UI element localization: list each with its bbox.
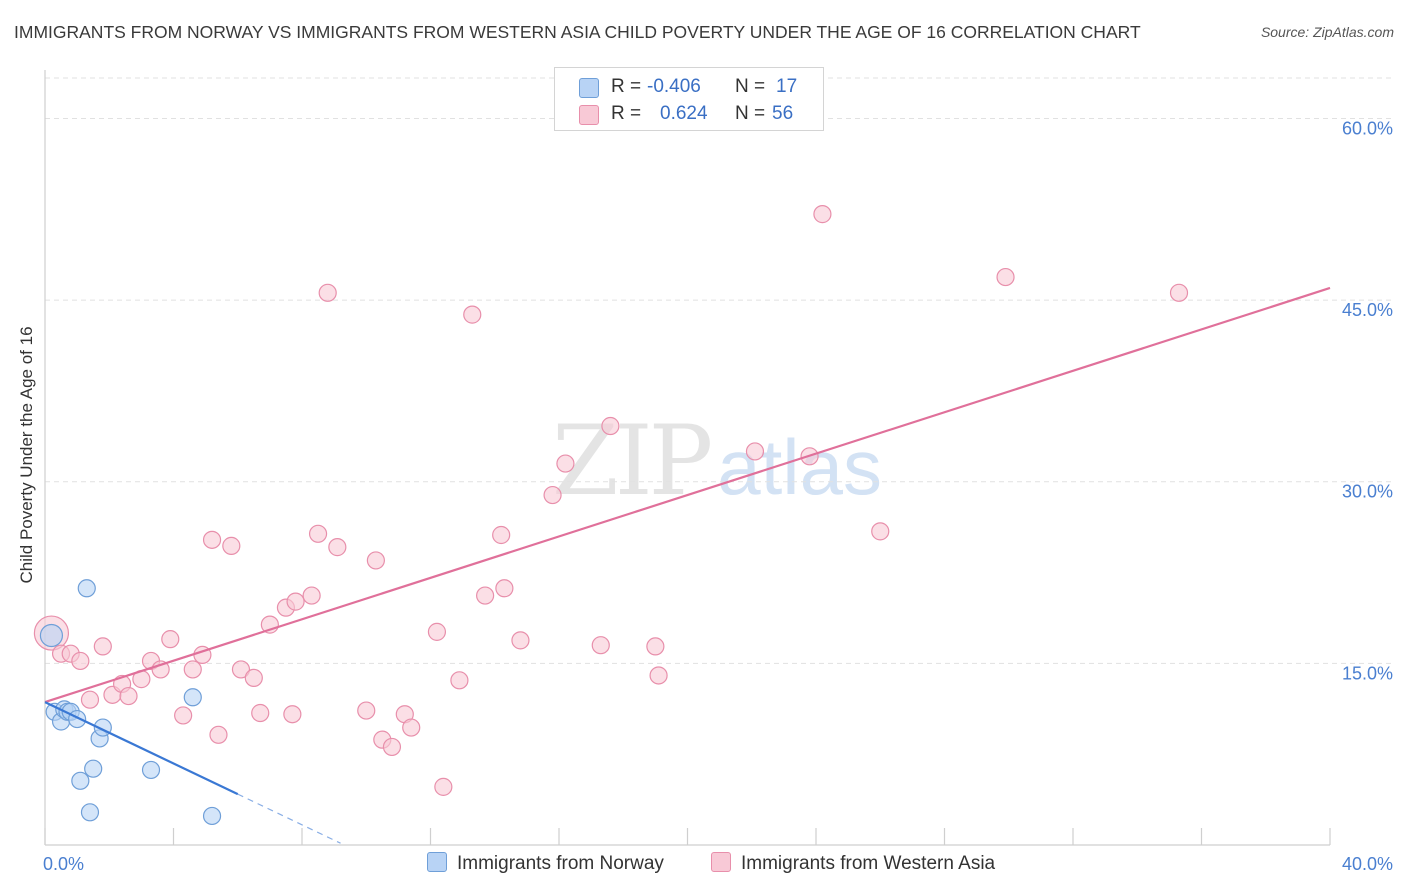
legend-n-value: 17	[776, 76, 798, 97]
watermark-atlas: atlas	[717, 423, 882, 511]
wasia-point	[476, 586, 495, 605]
wasia-point	[434, 777, 453, 796]
wasia-point	[244, 668, 263, 687]
x-tick-label: 40.0%	[1342, 854, 1393, 874]
wasia-swatch	[711, 852, 731, 872]
legend-r-label: R =	[611, 103, 642, 124]
y-tick-label: 45.0%	[1342, 300, 1393, 320]
legend-n-label: N =	[735, 103, 766, 124]
wasia-point	[871, 522, 890, 541]
norway-point	[77, 579, 96, 598]
y-axis-label: Child Poverty Under the Age of 16	[17, 326, 36, 584]
wasia-point	[222, 536, 241, 555]
watermark-zip: ZIP	[552, 405, 713, 517]
wasia-point	[511, 631, 530, 650]
bottom-legend-wasia-label: Immigrants from Western Asia	[741, 853, 996, 874]
x-tick-label: 0.0%	[43, 854, 84, 874]
wasia-swatch	[579, 105, 599, 125]
norway-point	[141, 760, 161, 780]
legend-r-label: R =	[611, 76, 642, 97]
wasia-point	[492, 525, 511, 545]
wasia-point	[427, 622, 447, 641]
y-tick-label: 15.0%	[1342, 663, 1393, 683]
wasia-point	[556, 454, 575, 473]
norway-trend-line	[44, 701, 239, 796]
wasia-point	[366, 551, 385, 570]
wasia-point	[745, 442, 765, 461]
trend-layer	[44, 286, 1331, 844]
norway-swatch	[427, 852, 447, 872]
legend-row-norway: R = -0.406 N = 17	[555, 74, 823, 100]
wasia-point	[202, 530, 222, 549]
norway-swatch	[579, 78, 599, 98]
watermark: ZIP atlas	[552, 405, 882, 517]
wasia-point	[283, 705, 302, 724]
norway-point	[183, 688, 202, 707]
label-layer: 15.0% 30.0% 45.0% 60.0% 0.0% 40.0%	[43, 118, 1393, 874]
wasia-point	[318, 283, 337, 302]
wasia-point	[357, 701, 376, 720]
norway-point	[68, 709, 87, 729]
wasia-point	[601, 416, 620, 436]
norway-point	[202, 806, 222, 826]
legend-r-value: -0.406	[647, 76, 701, 97]
wasia-point	[1169, 283, 1189, 302]
legend-r-value: 0.624	[660, 103, 708, 124]
wasia-point	[161, 630, 180, 649]
wasia-point	[302, 586, 321, 605]
wasia-point	[996, 267, 1015, 287]
wasia-point	[231, 660, 251, 679]
wasia-point	[71, 651, 90, 671]
wasia-point	[402, 718, 421, 737]
wasia-point	[119, 686, 138, 706]
wasia-point	[174, 706, 193, 725]
y-tick-label: 60.0%	[1342, 118, 1393, 138]
norway-trend-extension	[237, 793, 341, 844]
wasia-point	[543, 485, 562, 505]
wasia-point	[251, 703, 270, 723]
norway-point	[80, 803, 100, 822]
legend-n-value: 56	[772, 103, 794, 124]
wasia-point	[286, 592, 305, 611]
wasia-point	[649, 666, 668, 685]
legend-n-label: N =	[735, 76, 766, 97]
legend-row-wasia: R = 0.624 N = 56	[555, 101, 823, 127]
bottom-legend-norway: Immigrants from Norway	[427, 852, 664, 875]
norway-point	[84, 759, 103, 778]
wasia-point	[591, 636, 610, 655]
chart-source: Source: ZipAtlas.com	[1260, 24, 1394, 40]
wasia-point	[813, 205, 832, 224]
wasia-point	[495, 579, 514, 598]
correlation-legend: R = -0.406 N = 17 R = 0.624 N = 56	[554, 67, 824, 131]
wasia-point	[93, 637, 112, 656]
wasia-point	[80, 690, 100, 709]
wasia-point	[382, 737, 402, 757]
wasia-point	[308, 524, 328, 543]
grid-layer	[45, 77, 1393, 664]
wasia-point	[183, 660, 202, 679]
wasia-point	[328, 538, 347, 557]
norway-point	[39, 623, 64, 648]
y-tick-label: 30.0%	[1342, 482, 1393, 502]
bottom-legend-norway-label: Immigrants from Norway	[457, 853, 664, 874]
point-layer	[33, 205, 1189, 826]
wasia-trend-line	[44, 286, 1331, 704]
wasia-point	[450, 671, 469, 690]
wasia-point	[209, 725, 228, 744]
wasia-point	[646, 637, 665, 656]
wasia-point	[463, 305, 482, 324]
bottom-legend-wasia: Immigrants from Western Asia	[711, 852, 995, 875]
axis-layer	[44, 70, 1331, 846]
norway-point	[71, 771, 90, 790]
chart-title: IMMIGRANTS FROM NORWAY VS IMMIGRANTS FRO…	[14, 22, 1141, 42]
